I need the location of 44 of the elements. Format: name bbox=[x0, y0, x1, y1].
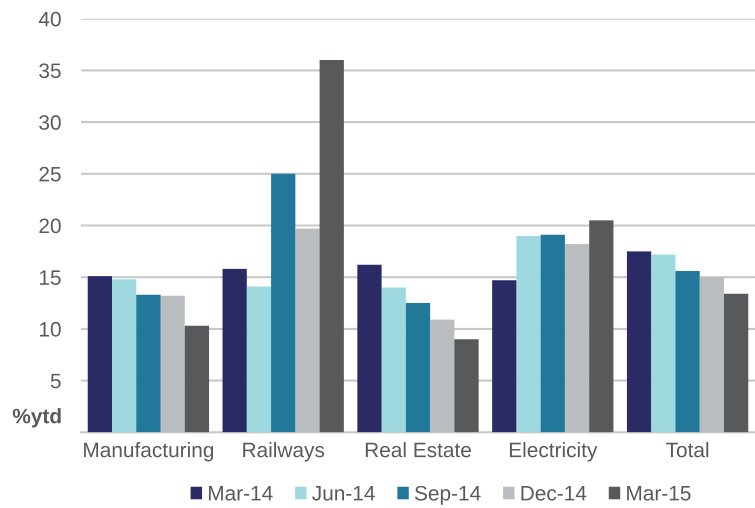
bar bbox=[357, 264, 382, 432]
legend-label: Mar-15 bbox=[627, 486, 691, 501]
y-tick-label: 20 bbox=[39, 218, 61, 234]
bar bbox=[406, 303, 430, 432]
bar bbox=[222, 268, 247, 432]
bar bbox=[112, 279, 136, 432]
legend-label: Mar-14 bbox=[208, 486, 273, 501]
bar bbox=[626, 251, 652, 432]
y-axis-title: %ytd bbox=[12, 408, 61, 428]
x-tick-label: Total bbox=[666, 442, 708, 458]
bar bbox=[271, 174, 296, 432]
y-tick-label: 35 bbox=[39, 63, 61, 78]
legend-label: Jun-14 bbox=[312, 486, 375, 501]
bar bbox=[589, 220, 614, 432]
bar bbox=[184, 326, 210, 432]
x-tick-label: Electricity bbox=[510, 442, 598, 462]
bar bbox=[320, 60, 344, 432]
y-tick-label: 40 bbox=[38, 12, 61, 26]
bar bbox=[492, 280, 516, 432]
bar bbox=[246, 286, 272, 432]
bar bbox=[564, 244, 590, 432]
x-tick-label: Real Estate bbox=[366, 442, 471, 458]
bar bbox=[454, 339, 479, 432]
bar bbox=[516, 236, 541, 432]
bar bbox=[651, 254, 676, 432]
y-tick-label: 30 bbox=[39, 115, 61, 130]
y-tick-label: 5 bbox=[50, 374, 61, 388]
bar bbox=[675, 270, 700, 432]
bar bbox=[382, 288, 406, 432]
bar bbox=[700, 277, 724, 432]
bar bbox=[540, 234, 565, 432]
bar bbox=[136, 294, 161, 432]
y-tick-label: 10 bbox=[40, 322, 61, 337]
y-tick-label: 25 bbox=[39, 166, 61, 182]
x-tick-label: Manufacturing bbox=[84, 442, 214, 462]
bar bbox=[724, 294, 748, 432]
legend-label: Dec-14 bbox=[521, 486, 586, 501]
y-tick-label: 15 bbox=[40, 270, 61, 285]
legend-label: Sep-14 bbox=[414, 486, 481, 505]
bar bbox=[430, 320, 454, 432]
bar bbox=[88, 276, 112, 432]
bar bbox=[160, 296, 185, 432]
bar bbox=[295, 228, 320, 432]
x-tick-label: Railways bbox=[243, 442, 324, 462]
